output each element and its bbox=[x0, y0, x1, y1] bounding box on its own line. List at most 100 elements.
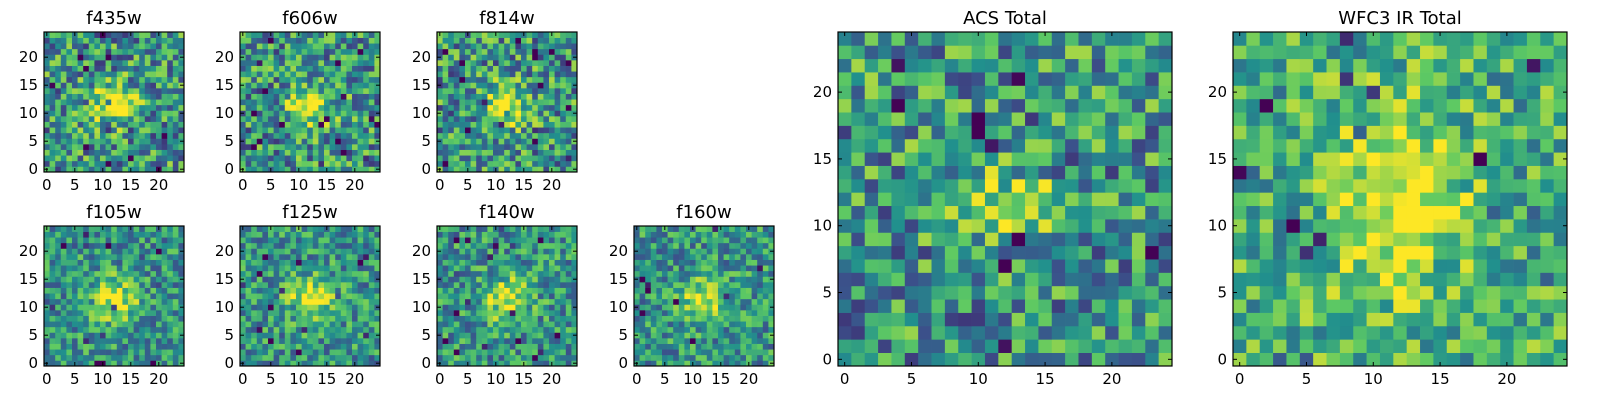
heatmap-cell bbox=[128, 116, 134, 122]
heatmap-cell bbox=[560, 321, 567, 328]
heatmap-cell bbox=[532, 65, 539, 72]
heatmap-cell bbox=[549, 127, 555, 134]
heatmap-cell bbox=[312, 304, 319, 311]
heatmap-cell bbox=[94, 71, 101, 78]
heatmap-cell bbox=[49, 99, 56, 106]
heatmap-cell bbox=[470, 293, 477, 300]
heatmap-cell bbox=[178, 76, 185, 83]
heatmap-cell bbox=[318, 282, 325, 288]
heatmap-cell bbox=[560, 270, 567, 277]
heatmap-cell bbox=[684, 298, 691, 305]
heatmap-cell bbox=[122, 354, 129, 361]
heatmap-cell bbox=[504, 343, 511, 350]
heatmap-cell bbox=[273, 155, 280, 162]
heatmap-cell bbox=[453, 298, 460, 305]
heatmap-cell bbox=[481, 242, 488, 249]
heatmap-cell bbox=[340, 149, 347, 156]
heatmap-cell bbox=[83, 293, 90, 300]
x-tick-label: 0 bbox=[435, 176, 445, 194]
heatmap-cell bbox=[442, 127, 449, 134]
heatmap-cell bbox=[504, 160, 511, 167]
heatmap-cell bbox=[251, 104, 258, 111]
heatmap-cell bbox=[526, 293, 533, 300]
heatmap-cell bbox=[560, 349, 567, 356]
heatmap-cell bbox=[318, 144, 325, 150]
heatmap-cell bbox=[504, 93, 511, 100]
heatmap-cell bbox=[437, 293, 443, 300]
heatmap-cell bbox=[521, 116, 527, 122]
heatmap-cell bbox=[111, 354, 118, 361]
heatmap-cell bbox=[66, 354, 73, 361]
heatmap-cell bbox=[487, 226, 494, 232]
heatmap-cell bbox=[662, 254, 668, 260]
heatmap-cell bbox=[128, 121, 134, 128]
heatmap-cell bbox=[453, 354, 460, 361]
heatmap-cell bbox=[532, 242, 539, 249]
heatmap-cell bbox=[172, 144, 179, 150]
heatmap-cell bbox=[878, 259, 892, 273]
heatmap-cell bbox=[944, 152, 959, 166]
heatmap-cell bbox=[498, 138, 505, 145]
heatmap-cell bbox=[352, 276, 358, 283]
heatmap-cell bbox=[318, 71, 325, 78]
heatmap-cell bbox=[268, 332, 274, 339]
heatmap-cell bbox=[144, 144, 151, 150]
heatmap-cell bbox=[284, 259, 291, 266]
heatmap-cell bbox=[178, 149, 185, 156]
heatmap-cell bbox=[537, 315, 544, 322]
x-tick-label: 5 bbox=[660, 370, 670, 388]
heatmap-cell bbox=[565, 82, 572, 89]
heatmap-cell bbox=[1025, 259, 1039, 273]
heatmap-cell bbox=[240, 237, 246, 244]
heatmap-cell bbox=[245, 48, 252, 55]
heatmap-cell bbox=[340, 82, 347, 89]
heatmap-cell bbox=[560, 259, 567, 266]
heatmap-cell bbox=[437, 287, 443, 294]
heatmap-cell bbox=[72, 54, 78, 61]
heatmap-cell bbox=[459, 104, 466, 111]
heatmap-cell bbox=[77, 326, 84, 333]
heatmap-cell bbox=[762, 343, 769, 350]
heatmap-cell bbox=[549, 354, 555, 361]
heatmap-cell bbox=[374, 155, 381, 162]
heatmap-cell bbox=[459, 127, 466, 134]
heatmap-cell bbox=[639, 310, 646, 316]
heatmap-cell bbox=[639, 338, 646, 344]
heatmap-cell bbox=[650, 315, 657, 322]
heatmap-cell bbox=[116, 315, 123, 322]
heatmap-cell bbox=[44, 338, 50, 344]
heatmap-cell bbox=[678, 276, 685, 283]
heatmap-cell bbox=[487, 242, 494, 249]
heatmap-cell bbox=[667, 338, 674, 344]
heatmap-cell bbox=[904, 312, 919, 327]
heatmap-cell bbox=[374, 282, 381, 288]
heatmap-cell bbox=[532, 237, 539, 244]
heatmap-cell bbox=[161, 166, 168, 173]
heatmap-cell bbox=[94, 287, 101, 294]
heatmap-cell bbox=[768, 354, 775, 361]
heatmap-cell bbox=[346, 360, 353, 367]
heatmap-cell bbox=[1131, 192, 1146, 207]
heatmap-cell bbox=[296, 54, 302, 61]
heatmap-cell bbox=[751, 259, 758, 266]
heatmap-cell bbox=[448, 326, 455, 333]
heatmap-cell bbox=[240, 99, 246, 106]
heatmap-cell bbox=[88, 298, 95, 305]
heatmap-cell bbox=[335, 116, 342, 122]
heatmap-cell bbox=[329, 155, 336, 162]
heatmap-cell bbox=[329, 110, 336, 117]
heatmap-cell bbox=[340, 282, 347, 288]
heatmap-cell bbox=[88, 360, 95, 367]
heatmap-cell bbox=[49, 160, 56, 167]
heatmap-cell bbox=[100, 231, 106, 238]
heatmap-cell bbox=[729, 349, 736, 356]
heatmap-cell bbox=[161, 326, 168, 333]
heatmap-cell bbox=[543, 248, 550, 255]
heatmap-cell bbox=[701, 231, 708, 238]
heatmap-cell bbox=[448, 349, 455, 356]
heatmap-cell bbox=[49, 265, 56, 272]
heatmap-cell bbox=[746, 265, 752, 272]
heatmap-cell bbox=[357, 237, 364, 244]
heatmap-cell bbox=[757, 226, 764, 232]
heatmap-cell bbox=[268, 43, 274, 50]
